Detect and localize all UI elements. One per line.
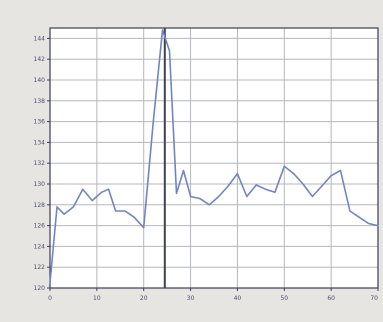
series-line-0 — [49, 29, 379, 284]
x-tick-label: 60 — [327, 295, 335, 302]
y-tick-label: 122 — [34, 264, 46, 271]
x-tick-label: 40 — [234, 295, 242, 302]
y-tick-label: 142 — [34, 56, 46, 63]
y-tick-label: 130 — [34, 181, 46, 188]
y-tick-label: 138 — [34, 98, 46, 105]
x-tick-label: 50 — [280, 295, 288, 302]
y-tick-label: 132 — [34, 160, 46, 167]
x-tick-label: 70 — [370, 295, 378, 302]
plot-area — [50, 28, 378, 288]
x-tick-label: 10 — [93, 295, 101, 302]
y-tick-label: 144 — [34, 35, 46, 42]
y-tick-label: 140 — [34, 77, 46, 84]
y-tick-label: 134 — [34, 139, 46, 146]
axes — [47, 27, 379, 291]
x-tick-label: 20 — [140, 295, 148, 302]
y-tick-label: 120 — [34, 285, 46, 292]
series-layer — [49, 29, 379, 284]
x-tick-labels: 0 10 20 30 40 50 60 70 — [48, 295, 378, 302]
y-tick-labels: 120 122 124 126 128 130 132 134 136 138 140 142 144 — [34, 35, 46, 292]
y-tick-label: 128 — [34, 202, 46, 209]
y-tick-label: 124 — [34, 243, 46, 250]
x-tick-label: 30 — [187, 295, 195, 302]
y-tick-label: 136 — [34, 119, 46, 126]
y-tick-label: 126 — [34, 223, 46, 230]
x-tick-label: 0 — [48, 295, 52, 302]
plot-frame — [49, 27, 379, 289]
